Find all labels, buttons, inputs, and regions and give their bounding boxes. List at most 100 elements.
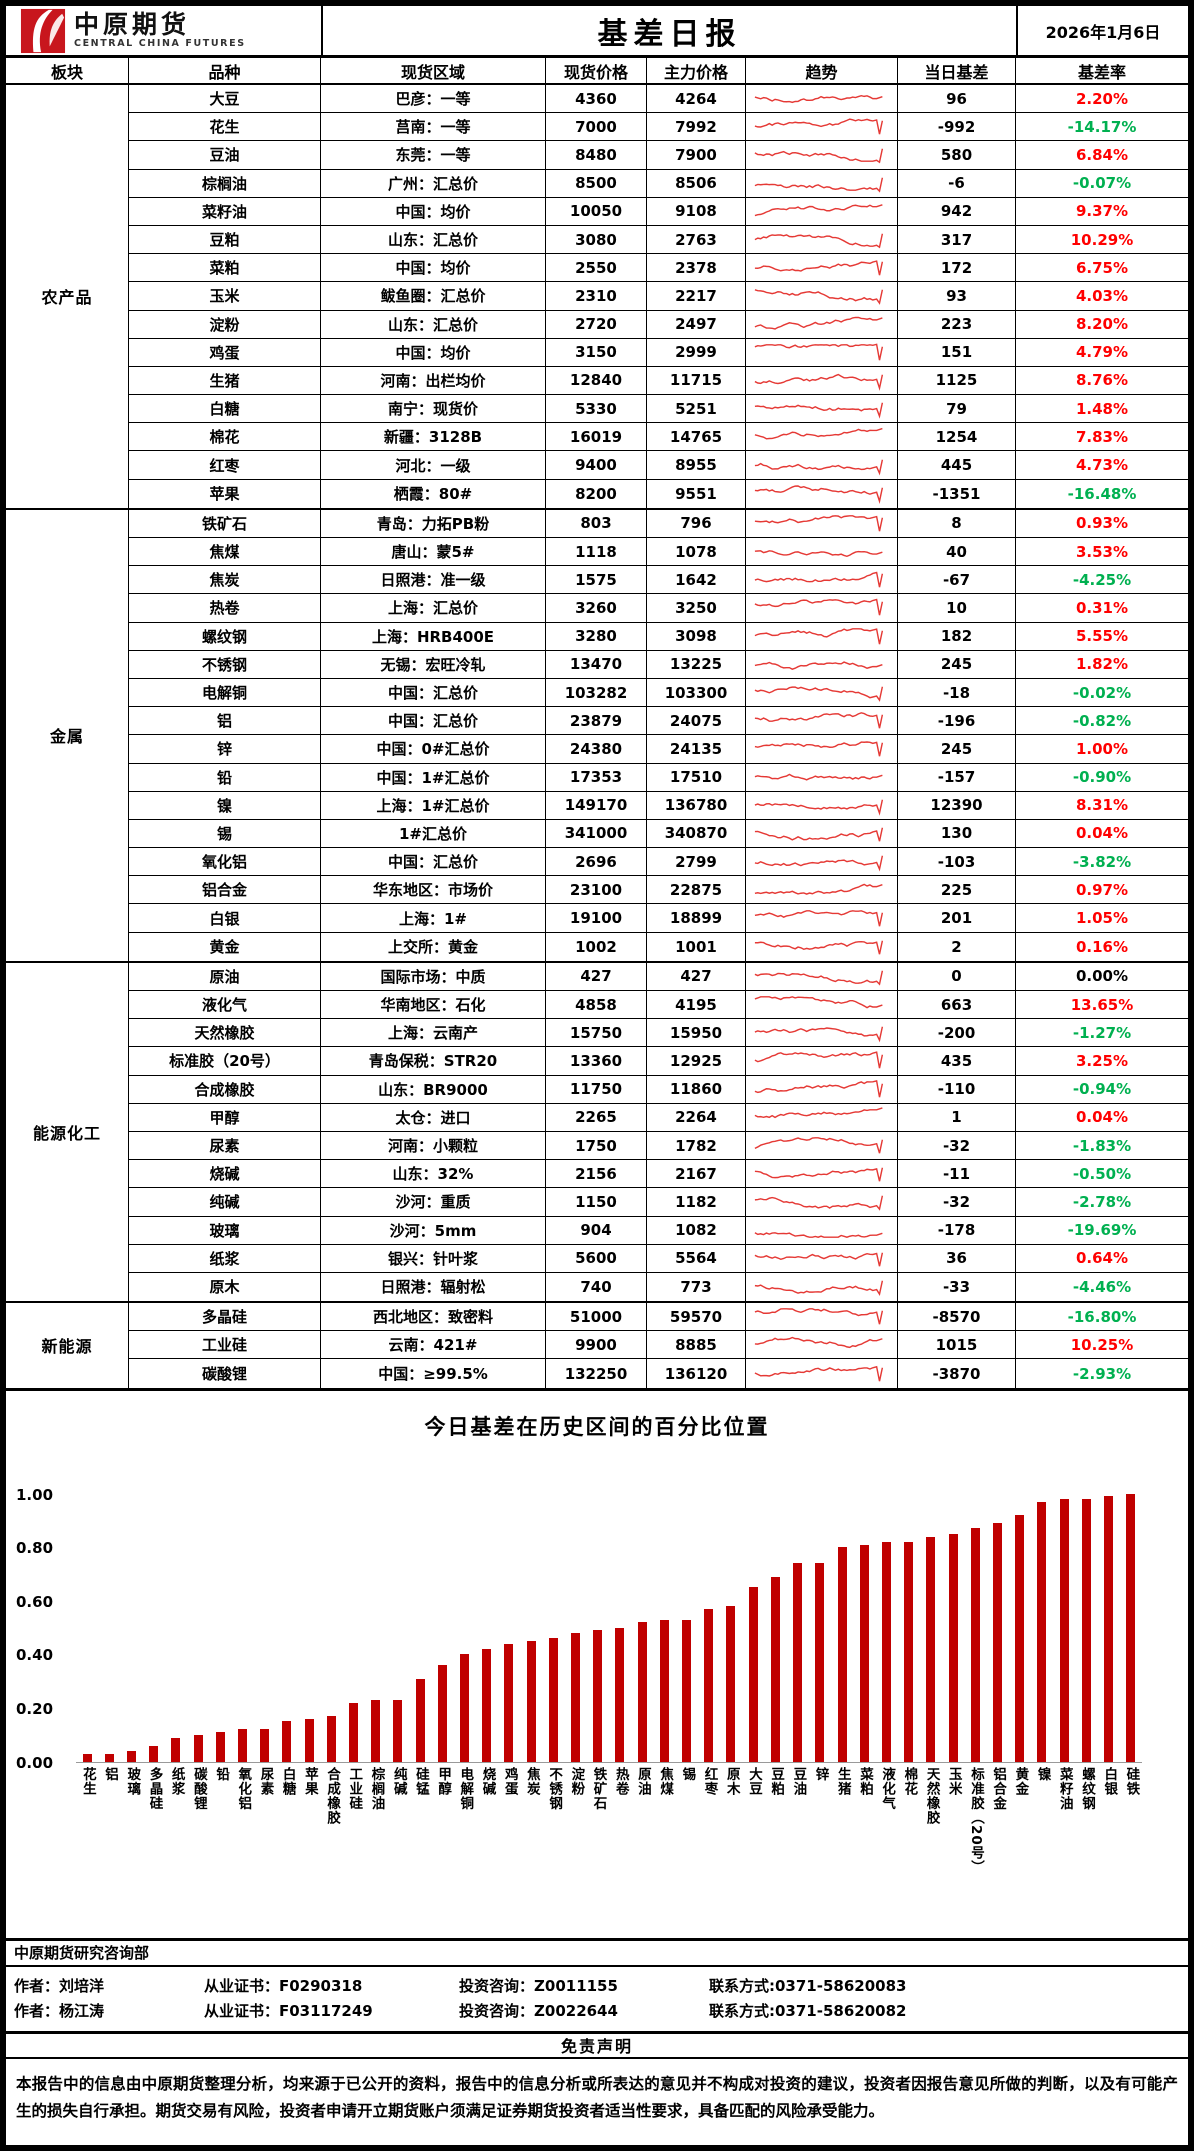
table-row: 红枣 河北：一级 9400 8955 445 4.73%: [129, 451, 1188, 480]
trend-cell: [746, 1216, 898, 1244]
x-axis-label: 甲醇: [435, 1766, 452, 1796]
trend-cell: [746, 1131, 898, 1160]
chart-bar-slot: [1120, 1493, 1142, 1762]
variety-cell: 豆油: [129, 141, 321, 169]
basis-rate-cell: 3.25%: [1075, 1051, 1129, 1070]
chart-bar: [593, 1630, 603, 1762]
x-axis-label: 菜粕: [856, 1766, 873, 1796]
chart-bar-slot: [853, 1495, 875, 1762]
basis-rate-cell: -3.82%: [1072, 852, 1132, 871]
table-row: 铝合金 华东地区：市场价 23100 22875 225 0.97%: [129, 876, 1188, 905]
main-price-cell: 1082: [647, 1216, 746, 1244]
region-cell: 莒南：一等: [321, 113, 546, 141]
chart-bar-slot: [476, 1495, 498, 1762]
trend-sparkline: [754, 289, 883, 306]
variety-cell: 焦炭: [129, 566, 321, 594]
basis-cell: 182: [898, 622, 1016, 650]
table-row: 烧碱 山东：32% 2156 2167 -11 -0.50%: [129, 1160, 1188, 1189]
trend-sparkline: [754, 550, 883, 558]
table-row: 菜籽油 中国：均价 10050 9108 942 9.37%: [129, 197, 1188, 226]
spot-price-cell: 341000: [546, 819, 647, 848]
trend-sparkline: [754, 203, 883, 217]
research-department: 中原期货研究咨询部: [6, 1937, 1188, 1965]
main-price-cell: 1782: [647, 1131, 746, 1160]
author-contact: 联系方式:0371-58620083: [709, 1976, 907, 1995]
chart-bar-slot: [120, 1495, 142, 1762]
chart-bar: [526, 1641, 536, 1762]
spot-price-cell: 12840: [546, 366, 647, 395]
spot-price-cell: 24380: [546, 735, 647, 763]
table-row: 天然橡胶 上海：云南产 15750 15950 -200 -1.27%: [129, 1019, 1188, 1048]
main-price-cell: 8955: [647, 451, 746, 479]
trend-sparkline: [754, 1337, 883, 1349]
table-row: 工业硅 云南：421# 9900 8885 1015 10.25%: [129, 1331, 1188, 1360]
sector-group: 金属 铁矿石 青岛：力拓PB粉 803 796 8 0.93% 焦煤 唐山：蒙5# 1118 107…: [6, 509, 1188, 963]
y-axis-tick-label: 0.00: [16, 1753, 54, 1772]
variety-cell: 菜籽油: [129, 197, 321, 225]
author-name: 作者：杨江涛: [14, 2001, 105, 2020]
trend-cell: [746, 310, 898, 338]
basis-cell: 36: [898, 1244, 1016, 1272]
trend-sparkline: [754, 627, 883, 644]
trend-cell: [746, 366, 898, 395]
x-axis-label-slot: 焦炭: [520, 1767, 542, 1875]
variety-cell: 纯碱: [129, 1188, 321, 1216]
x-axis-label-slot: 铝合金: [986, 1767, 1008, 1875]
trend-sparkline: [754, 149, 883, 164]
table-row: 玻璃 沙河：5mm 904 1082 -178 -19.69%: [129, 1216, 1188, 1245]
variety-cell: 纸浆: [129, 1244, 321, 1272]
variety-cell: 焦煤: [129, 538, 321, 566]
spot-price-cell: 51000: [546, 1303, 647, 1331]
chart-bar-slot: [1009, 1495, 1031, 1762]
main-price-cell: 8885: [647, 1331, 746, 1359]
chart-bar-slot: [254, 1495, 276, 1762]
basis-cell: 942: [898, 197, 1016, 225]
sector-group: 新能源 多晶硅 西北地区：致密料 51000 59570 -8570 -16.80% 工业硅云…: [6, 1303, 1188, 1391]
region-cell: 日照港：准一级: [321, 566, 546, 594]
region-cell: 东莞：一等: [321, 141, 546, 169]
sector-label: 新能源: [6, 1303, 129, 1388]
author-cert: 从业证书：F03117249: [204, 2001, 373, 2020]
trend-sparkline: [754, 996, 883, 1009]
variety-cell: 玻璃: [129, 1216, 321, 1244]
chart-bar: [815, 1563, 825, 1762]
chart-bar-slot: [964, 1495, 986, 1762]
chart-bar: [282, 1721, 292, 1762]
spot-price-cell: 1750: [546, 1131, 647, 1160]
chart-bar-slot: [231, 1495, 253, 1762]
trend-cell: [746, 1272, 898, 1302]
x-axis-label: 豆油: [790, 1766, 807, 1796]
region-cell: 河北：一级: [321, 451, 546, 479]
basis-rate-cell: -2.93%: [1072, 1364, 1132, 1383]
basis-rate-cell: 2.20%: [1075, 89, 1129, 108]
x-axis-label-slot: 氧化铝: [231, 1767, 253, 1875]
x-axis-label-slot: 烧碱: [476, 1767, 498, 1875]
trend-sparkline: [754, 1167, 883, 1182]
basis-cell: -8570: [898, 1303, 1016, 1331]
x-axis-label-slot: 多晶硅: [143, 1767, 165, 1875]
chart-bars: [76, 1493, 1142, 1763]
spot-price-cell: 1150: [546, 1188, 647, 1216]
trend-cell: [746, 1160, 898, 1188]
basis-cell: 580: [898, 141, 1016, 169]
basis-cell: -11: [898, 1160, 1016, 1188]
trend-cell: [746, 225, 898, 254]
x-axis-label: 苹果: [301, 1766, 318, 1796]
basis-rate-cell: 9.37%: [1075, 202, 1129, 221]
basis-cell: -32: [898, 1131, 1016, 1160]
region-cell: 山东：32%: [321, 1160, 546, 1188]
variety-cell: 铝: [129, 707, 321, 735]
x-axis-label: 尿素: [257, 1766, 274, 1796]
spot-price-cell: 15750: [546, 1019, 647, 1047]
main-price-cell: 2217: [647, 282, 746, 310]
chart-bar: [859, 1544, 869, 1762]
x-axis-label: 玻璃: [124, 1766, 141, 1796]
x-axis-label-slot: 棉花: [898, 1767, 920, 1875]
spot-price-cell: 2310: [546, 282, 647, 310]
x-axis-label-slot: 尿素: [254, 1767, 276, 1875]
spot-price-cell: 132250: [546, 1359, 647, 1388]
variety-cell: 锡: [129, 819, 321, 848]
table-row: 白糖 南宁：现货价 5330 5251 79 1.48%: [129, 395, 1188, 424]
x-axis-label: 不锈钢: [546, 1766, 563, 1811]
